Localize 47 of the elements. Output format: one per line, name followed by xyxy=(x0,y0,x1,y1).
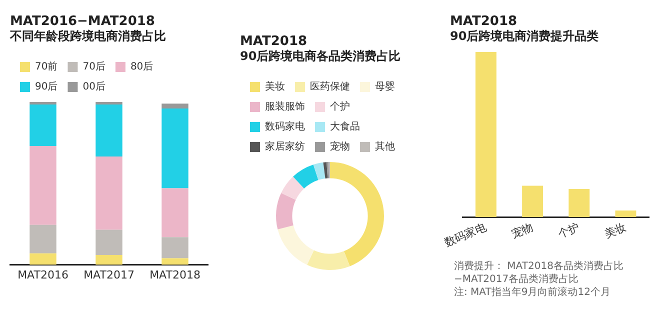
chart-subtitle: 不同年龄段跨境电商消费占比 xyxy=(9,28,166,43)
chart-title: MAT2018 xyxy=(450,14,518,30)
legend-label: 数码家电 xyxy=(265,120,305,133)
bar xyxy=(568,189,590,218)
bar xyxy=(475,52,496,218)
bar xyxy=(30,146,56,225)
legend-label: 大食品 xyxy=(330,120,360,133)
x-tick-label: 宠物 xyxy=(509,220,535,241)
legend-label: 个护 xyxy=(330,100,350,113)
bar xyxy=(30,253,56,265)
legend-label: 宠物 xyxy=(330,140,350,153)
bar xyxy=(96,255,122,265)
legend-label: 医药保健 xyxy=(310,80,350,93)
bar xyxy=(162,258,188,265)
bar xyxy=(162,188,188,238)
legend-label: 服装服饰 xyxy=(265,100,305,113)
chart-title: MAT2016−MAT2018 xyxy=(10,14,155,30)
bar xyxy=(96,156,122,230)
bar xyxy=(96,230,122,256)
legend-label: 80后 xyxy=(130,60,154,73)
legend-label: 90后 xyxy=(35,80,58,93)
legend-label: 其他 xyxy=(375,140,395,153)
bar xyxy=(30,104,56,146)
legend-label: 家居家纺 xyxy=(265,140,305,153)
chart-subtitle: 90后跨境电商消费提升品类 xyxy=(450,28,599,43)
bar xyxy=(96,104,122,157)
bar xyxy=(522,186,544,218)
legend-label: 00后 xyxy=(82,80,106,93)
chart-title: MAT2018 xyxy=(240,34,308,50)
bar xyxy=(162,104,188,109)
legend-label: 70后 xyxy=(82,60,106,73)
text: 消费提升： MAT2018各品类消费占比−MAT2017各品类消费占比 xyxy=(454,260,624,286)
bar xyxy=(615,210,636,218)
x-tick-label: MAT2018 xyxy=(150,268,200,282)
x-tick-label: 美妆 xyxy=(602,220,628,241)
x-tick-label: 个护 xyxy=(556,220,582,241)
bar xyxy=(162,108,188,188)
text: 注: MAT指当年9月向前滚动12个月 xyxy=(454,286,612,299)
chart-subtitle: 90后跨境电商各品类消费占比 xyxy=(240,48,401,63)
bar xyxy=(30,224,56,254)
legend-label: 美妆 xyxy=(265,80,285,93)
legend-label: 母婴 xyxy=(375,80,395,93)
x-tick-label: 数码家电 xyxy=(442,220,488,250)
legend-label: 70前 xyxy=(35,60,58,73)
x-tick-label: MAT2017 xyxy=(84,268,134,282)
bar xyxy=(162,237,188,258)
x-tick-label: MAT2016 xyxy=(18,268,68,282)
